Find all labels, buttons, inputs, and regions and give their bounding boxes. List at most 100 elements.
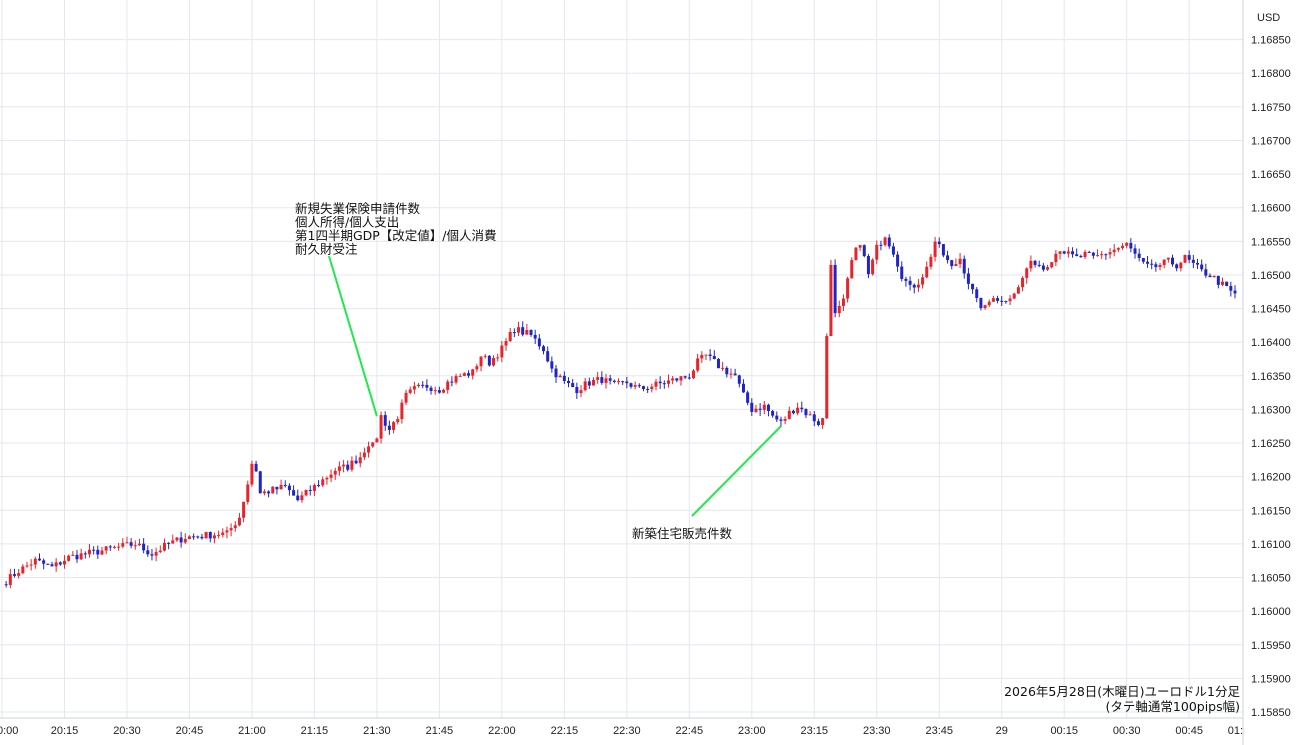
candle-body bbox=[4, 584, 8, 586]
candle-body bbox=[866, 256, 870, 275]
candle-body bbox=[329, 474, 333, 478]
candle-body bbox=[871, 259, 875, 275]
candle-body bbox=[825, 336, 829, 419]
candle-body bbox=[1046, 267, 1050, 270]
candle-body bbox=[304, 489, 308, 496]
candle-body bbox=[46, 563, 50, 565]
candle-body bbox=[442, 389, 446, 393]
y-tick-label: 1.16100 bbox=[1251, 539, 1291, 551]
candle-body bbox=[129, 542, 133, 546]
annotation-1-line: 第1四半期GDP【改定値】/個人消費 bbox=[295, 228, 497, 243]
candle-body bbox=[533, 334, 537, 339]
x-tick-label: 00:45 bbox=[1175, 725, 1203, 737]
candle-body bbox=[971, 283, 975, 290]
candle-body bbox=[33, 558, 37, 565]
candle-body bbox=[8, 574, 12, 585]
candle-body bbox=[521, 327, 525, 335]
x-tick-label: 22:15 bbox=[551, 725, 579, 737]
candle-body bbox=[1066, 251, 1070, 254]
candle-body bbox=[1025, 268, 1029, 278]
candle-body bbox=[421, 384, 425, 386]
candle-body bbox=[25, 565, 29, 567]
y-tick-label: 1.15900 bbox=[1251, 673, 1291, 685]
candle-body bbox=[662, 383, 666, 385]
candle-body bbox=[108, 546, 112, 548]
candle-body bbox=[691, 370, 695, 379]
annotation-leader-1 bbox=[328, 255, 378, 417]
candle-body bbox=[562, 375, 566, 381]
candle-body bbox=[666, 380, 670, 384]
candle-body bbox=[517, 327, 521, 333]
candle-body bbox=[1004, 301, 1008, 303]
candle-body bbox=[450, 381, 454, 383]
x-tick-label: 23:15 bbox=[801, 725, 829, 737]
candle-body bbox=[596, 377, 600, 380]
candle-body bbox=[542, 346, 546, 352]
candle-body bbox=[592, 379, 596, 386]
candle-body bbox=[700, 355, 704, 359]
candle-body bbox=[462, 373, 466, 376]
candle-body bbox=[292, 490, 296, 496]
candle-body bbox=[1121, 245, 1125, 249]
candle-body bbox=[1091, 252, 1095, 256]
candle-body bbox=[775, 415, 779, 420]
candle-body bbox=[679, 376, 683, 381]
x-tick-label: 23:00 bbox=[738, 725, 766, 737]
candle-body bbox=[367, 446, 371, 453]
time-axis: 0:00 20:15 20:30 20:45 21:00 21:15 21:30 21:45 2… bbox=[0, 725, 1243, 737]
candle-body bbox=[696, 358, 700, 371]
annotations: 新規失業保険申請件数個人所得/個人支出第1四半期GDP【改定値】/個人消費耐久財… bbox=[295, 201, 782, 541]
x-tick-label: 22:00 bbox=[488, 725, 516, 737]
candle-body bbox=[929, 256, 933, 267]
candle-body bbox=[829, 264, 833, 337]
x-tick-label: 01: bbox=[1228, 725, 1243, 737]
y-tick-label: 1.16150 bbox=[1251, 505, 1291, 517]
candle-body bbox=[1012, 293, 1016, 299]
candle-body bbox=[900, 266, 904, 279]
candle-body bbox=[675, 378, 679, 381]
candle-body bbox=[841, 298, 845, 306]
candle-body bbox=[737, 375, 741, 384]
candle-body bbox=[492, 357, 496, 366]
candle-body bbox=[417, 384, 421, 387]
candle-body bbox=[637, 385, 641, 387]
candle-body bbox=[554, 368, 558, 378]
candle-body bbox=[883, 237, 887, 246]
y-tick-label: 1.16350 bbox=[1251, 371, 1291, 383]
candle-body bbox=[512, 332, 516, 334]
candle-body bbox=[117, 546, 121, 548]
candle-body bbox=[654, 381, 658, 387]
candle-body bbox=[125, 542, 129, 544]
candle-body bbox=[396, 419, 400, 423]
candle-body bbox=[721, 367, 725, 369]
candle-body bbox=[650, 386, 654, 390]
candle-body bbox=[1196, 262, 1200, 265]
candle-body bbox=[225, 530, 229, 533]
candle-body bbox=[1187, 255, 1191, 260]
candle-body bbox=[1166, 257, 1170, 260]
candle-body bbox=[916, 284, 920, 288]
x-tick-label: 21:00 bbox=[238, 725, 266, 737]
y-tick-label: 1.16600 bbox=[1251, 203, 1291, 215]
candle-body bbox=[850, 260, 854, 279]
candle-body bbox=[254, 463, 258, 472]
candle-body bbox=[979, 298, 983, 309]
candle-body bbox=[525, 330, 529, 335]
gridlines bbox=[0, 0, 1253, 718]
candle-body bbox=[1229, 285, 1233, 291]
candle-body bbox=[987, 301, 991, 306]
annotation-1-line: 新規失業保険申請件数 bbox=[295, 201, 421, 216]
candle-body bbox=[133, 545, 137, 547]
candle-body bbox=[162, 542, 166, 551]
y-tick-label: 1.16750 bbox=[1251, 102, 1291, 114]
candle-body bbox=[641, 386, 645, 389]
candle-body bbox=[683, 376, 687, 378]
candle-body bbox=[762, 404, 766, 410]
candle-body bbox=[175, 537, 179, 541]
candle-body bbox=[1146, 261, 1150, 264]
candle-body bbox=[471, 369, 475, 376]
y-tick-label: 1.16500 bbox=[1251, 270, 1291, 282]
candle-body bbox=[296, 495, 300, 501]
candle-body bbox=[112, 546, 116, 548]
candle-body bbox=[300, 495, 304, 501]
